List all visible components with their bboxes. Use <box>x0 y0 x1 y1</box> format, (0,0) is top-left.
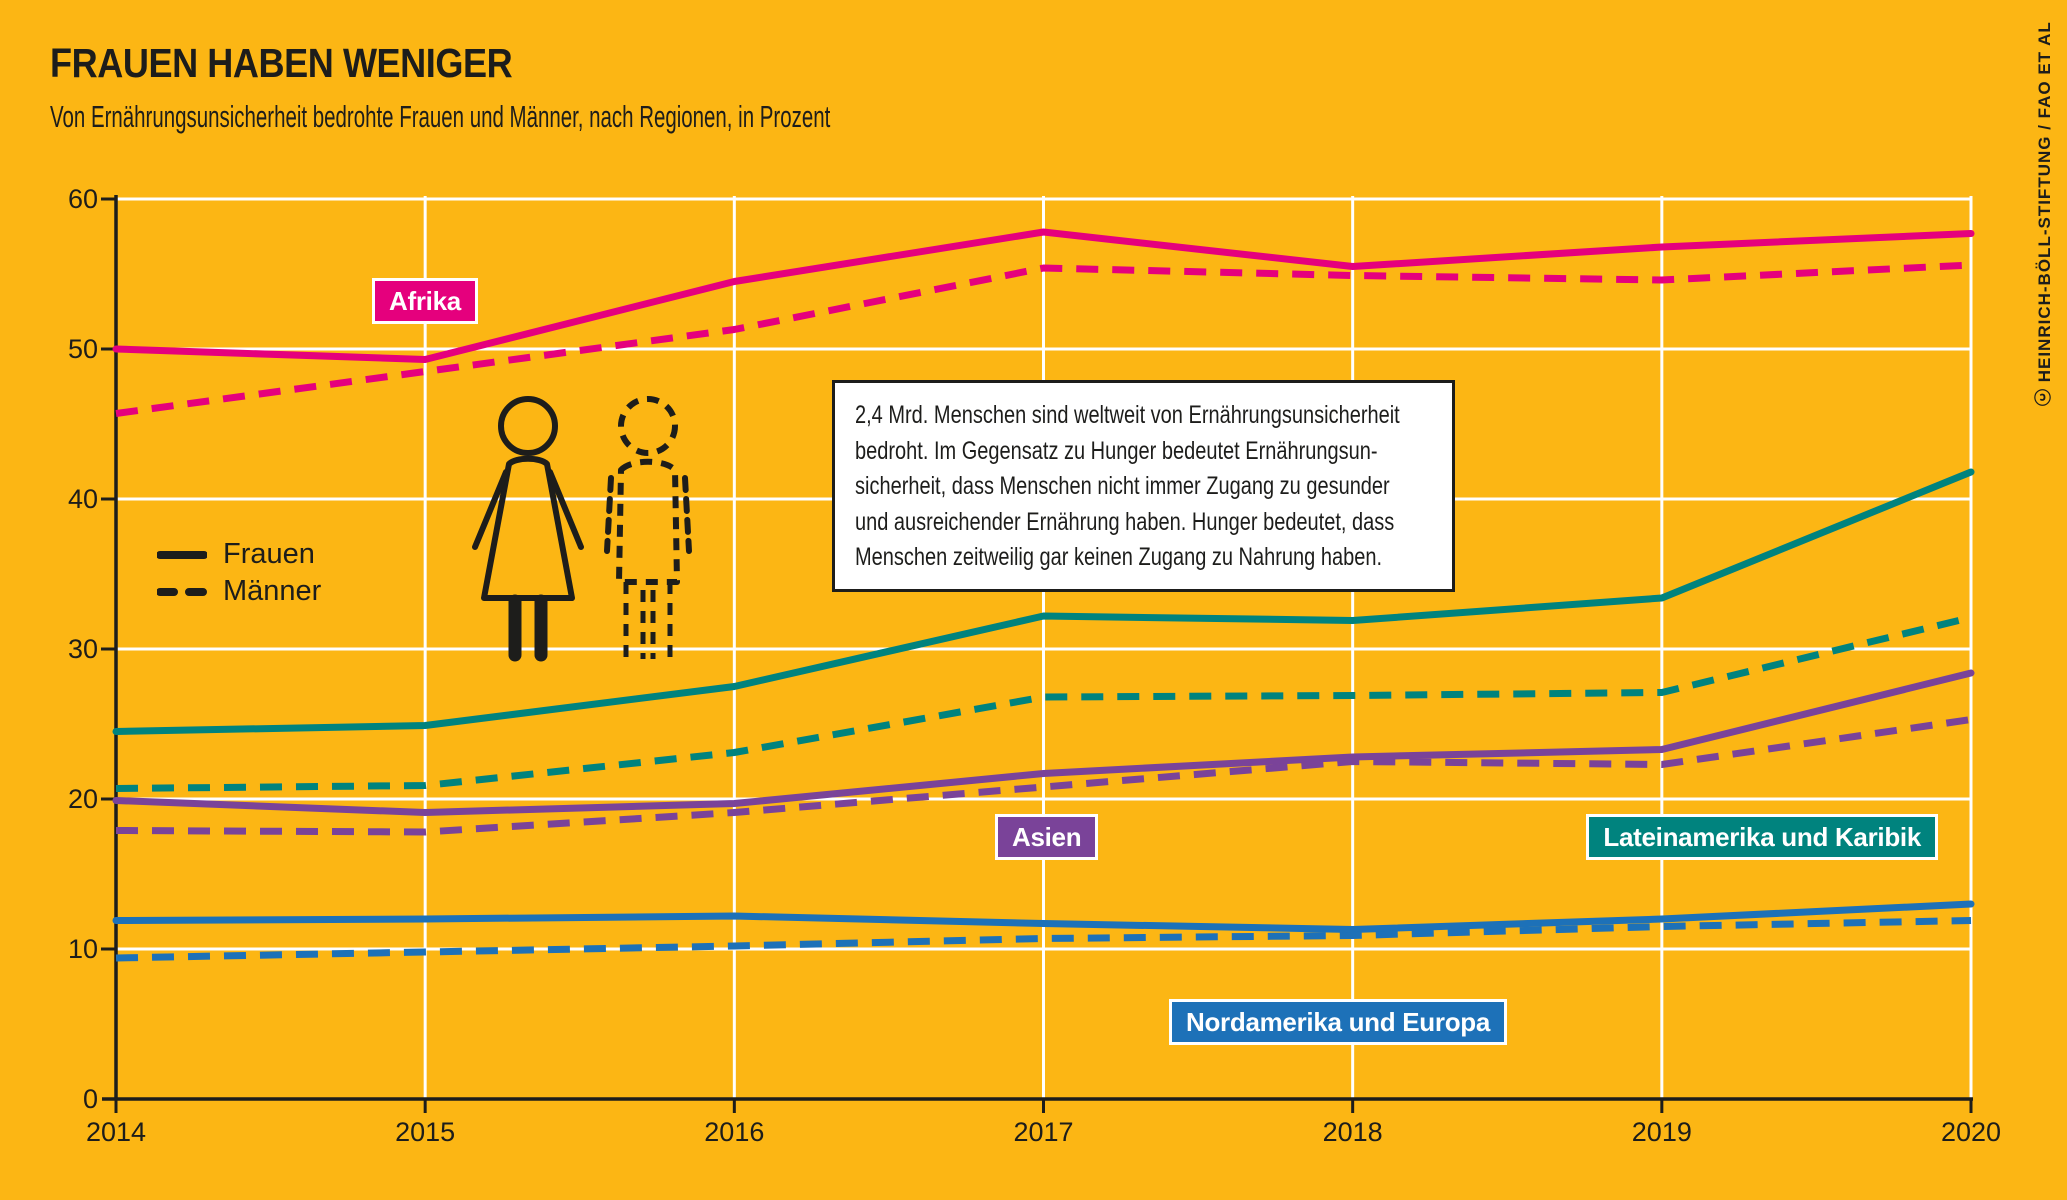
series-line-afrika-frauen <box>112 228 1975 363</box>
info-box: 2,4 Mrd. Menschen sind weltweit von Ernä… <box>832 380 1455 592</box>
x-tick-label-2020: 2020 <box>1941 1117 2001 1147</box>
source-credit: ⓒ HEINRICH-BÖLL-STIFTUNG / FAO ET AL <box>2035 21 2054 406</box>
series-line-nordamerika-maenner <box>115 917 1972 962</box>
solid-line-icon <box>157 550 207 559</box>
legend-item-frauen: Frauen <box>157 536 321 573</box>
y-tick-label-40: 40 <box>68 484 98 514</box>
legend-label-frauen: Frauen <box>223 538 315 570</box>
x-tick-label-2017: 2017 <box>1013 1117 1073 1147</box>
dashed-line-icon <box>157 587 207 596</box>
page-title: FRAUEN HABEN WENIGER <box>50 40 513 86</box>
y-tick-label-10: 10 <box>68 934 98 964</box>
x-tick-label-2015: 2015 <box>395 1117 455 1147</box>
series-line-nordamerika-frauen <box>112 900 1975 933</box>
page-subtitle: Von Ernährungsunsicherheit bedrohte Frau… <box>50 99 831 134</box>
info-line: sicherheit, dass Menschen nicht immer Zu… <box>855 472 1390 500</box>
y-tick-label-60: 60 <box>68 184 98 214</box>
x-tick-label-2018: 2018 <box>1323 1117 1383 1147</box>
series-line-afrika-maenner <box>115 261 1972 417</box>
x-tick-label-2014: 2014 <box>86 1117 146 1147</box>
woman-icon <box>472 396 584 662</box>
series-line-asien-frauen <box>112 669 1975 816</box>
pictogram <box>472 396 692 662</box>
series-line-lateinamerika-frauen <box>112 468 1975 735</box>
info-line: und ausreichender Ernährung haben. Hunge… <box>855 507 1395 536</box>
y-tick-label-20: 20 <box>68 784 98 814</box>
region-label-nordamerika: Nordamerika und Europa <box>1169 999 1508 1045</box>
x-tick-label-2019: 2019 <box>1632 1117 1692 1147</box>
legend-item-maenner: Männer <box>157 573 321 610</box>
x-tick-label-2016: 2016 <box>704 1117 764 1147</box>
series-line-asien-maenner <box>115 716 1972 836</box>
series-line-lateinamerika-maenner <box>115 614 1972 792</box>
man-icon <box>604 396 692 659</box>
y-tick-label-30: 30 <box>68 634 98 664</box>
header: FRAUEN HABEN WENIGER Von Ernährungsunsic… <box>50 40 1232 135</box>
y-tick-label-50: 50 <box>68 334 98 364</box>
legend: Frauen Männer <box>157 536 321 610</box>
legend-label-maenner: Männer <box>223 575 322 607</box>
region-label-afrika: Afrika <box>372 278 478 324</box>
info-line: bedroht. Im Gegensatz zu Hunger bedeutet… <box>855 436 1378 465</box>
y-tick-label-0: 0 <box>83 1084 98 1114</box>
info-line: 2,4 Mrd. Menschen sind weltweit von Ernä… <box>855 401 1400 429</box>
region-label-asien: Asien <box>995 814 1099 860</box>
info-line: Menschen zeitweilig gar keinen Zugang zu… <box>855 543 1383 571</box>
region-label-lateinamerika: Lateinamerika und Karibik <box>1586 814 1938 860</box>
